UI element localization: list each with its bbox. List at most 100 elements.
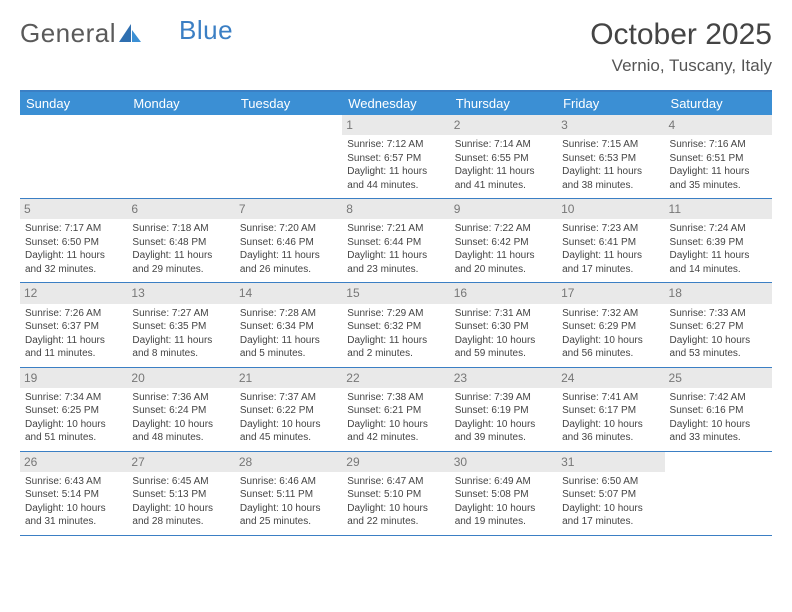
day-cell: 17Sunrise: 7:32 AMSunset: 6:29 PMDayligh… xyxy=(557,283,664,366)
day-cell: 8Sunrise: 7:21 AMSunset: 6:44 PMDaylight… xyxy=(342,199,449,282)
day-cell: 30Sunrise: 6:49 AMSunset: 5:08 PMDayligh… xyxy=(450,452,557,535)
brand-part1: General xyxy=(20,18,116,49)
week-row: 12Sunrise: 7:26 AMSunset: 6:37 PMDayligh… xyxy=(20,283,772,367)
brand-logo: General Blue xyxy=(20,18,233,49)
sunrise-text: Sunrise: 7:21 AM xyxy=(347,222,444,236)
dow-label: Saturday xyxy=(665,92,772,115)
sunset-text: Sunset: 6:16 PM xyxy=(670,404,767,418)
daylight-text: and 31 minutes. xyxy=(25,515,122,529)
sunset-text: Sunset: 6:37 PM xyxy=(25,320,122,334)
day-number: 23 xyxy=(450,368,557,388)
daylight-text: and 20 minutes. xyxy=(455,263,552,277)
sunrise-text: Sunrise: 6:49 AM xyxy=(455,475,552,489)
dow-label: Tuesday xyxy=(235,92,342,115)
daylight-text: Daylight: 10 hours xyxy=(562,334,659,348)
day-number: 25 xyxy=(665,368,772,388)
daylight-text: Daylight: 11 hours xyxy=(240,249,337,263)
daylight-text: Daylight: 10 hours xyxy=(347,502,444,516)
daylight-text: Daylight: 11 hours xyxy=(25,334,122,348)
sunset-text: Sunset: 6:35 PM xyxy=(132,320,229,334)
daylight-text: Daylight: 10 hours xyxy=(562,418,659,432)
location: Vernio, Tuscany, Italy xyxy=(590,56,772,76)
sunset-text: Sunset: 6:32 PM xyxy=(347,320,444,334)
daylight-text: and 41 minutes. xyxy=(455,179,552,193)
day-cell xyxy=(235,115,342,198)
daylight-text: Daylight: 10 hours xyxy=(132,418,229,432)
sunrise-text: Sunrise: 7:15 AM xyxy=(562,138,659,152)
sunrise-text: Sunrise: 7:33 AM xyxy=(670,307,767,321)
day-number: 17 xyxy=(557,283,664,303)
week-row: 5Sunrise: 7:17 AMSunset: 6:50 PMDaylight… xyxy=(20,199,772,283)
day-number: 28 xyxy=(235,452,342,472)
daylight-text: and 22 minutes. xyxy=(347,515,444,529)
sunset-text: Sunset: 6:27 PM xyxy=(670,320,767,334)
sunrise-text: Sunrise: 7:37 AM xyxy=(240,391,337,405)
daylight-text: and 39 minutes. xyxy=(455,431,552,445)
day-cell: 2Sunrise: 7:14 AMSunset: 6:55 PMDaylight… xyxy=(450,115,557,198)
day-number: 29 xyxy=(342,452,449,472)
daylight-text: and 14 minutes. xyxy=(670,263,767,277)
sunrise-text: Sunrise: 7:23 AM xyxy=(562,222,659,236)
sunrise-text: Sunrise: 7:31 AM xyxy=(455,307,552,321)
sunrise-text: Sunrise: 7:12 AM xyxy=(347,138,444,152)
daylight-text: Daylight: 10 hours xyxy=(670,418,767,432)
day-cell: 20Sunrise: 7:36 AMSunset: 6:24 PMDayligh… xyxy=(127,368,234,451)
sunset-text: Sunset: 6:44 PM xyxy=(347,236,444,250)
daylight-text: and 5 minutes. xyxy=(240,347,337,361)
sunset-text: Sunset: 6:55 PM xyxy=(455,152,552,166)
day-cell: 31Sunrise: 6:50 AMSunset: 5:07 PMDayligh… xyxy=(557,452,664,535)
day-number: 6 xyxy=(127,199,234,219)
day-cell: 28Sunrise: 6:46 AMSunset: 5:11 PMDayligh… xyxy=(235,452,342,535)
day-number: 5 xyxy=(20,199,127,219)
daylight-text: Daylight: 10 hours xyxy=(670,334,767,348)
daylight-text: and 28 minutes. xyxy=(132,515,229,529)
sunset-text: Sunset: 6:42 PM xyxy=(455,236,552,250)
calendar: SundayMondayTuesdayWednesdayThursdayFrid… xyxy=(20,90,772,536)
daylight-text: Daylight: 10 hours xyxy=(25,418,122,432)
month-title: October 2025 xyxy=(590,18,772,52)
day-cell xyxy=(665,452,772,535)
daylight-text: and 33 minutes. xyxy=(670,431,767,445)
sunrise-text: Sunrise: 7:27 AM xyxy=(132,307,229,321)
daylight-text: Daylight: 11 hours xyxy=(132,249,229,263)
daylight-text: Daylight: 10 hours xyxy=(455,334,552,348)
daylight-text: and 38 minutes. xyxy=(562,179,659,193)
sunrise-text: Sunrise: 6:43 AM xyxy=(25,475,122,489)
daylight-text: and 32 minutes. xyxy=(25,263,122,277)
daylight-text: Daylight: 10 hours xyxy=(455,418,552,432)
day-cell xyxy=(127,115,234,198)
day-cell: 21Sunrise: 7:37 AMSunset: 6:22 PMDayligh… xyxy=(235,368,342,451)
day-number: 24 xyxy=(557,368,664,388)
day-number: 18 xyxy=(665,283,772,303)
sunrise-text: Sunrise: 7:32 AM xyxy=(562,307,659,321)
day-cell: 15Sunrise: 7:29 AMSunset: 6:32 PMDayligh… xyxy=(342,283,449,366)
day-cell xyxy=(20,115,127,198)
daylight-text: Daylight: 10 hours xyxy=(455,502,552,516)
header: General Blue October 2025 Vernio, Tuscan… xyxy=(20,18,772,76)
daylight-text: and 56 minutes. xyxy=(562,347,659,361)
sunset-text: Sunset: 6:53 PM xyxy=(562,152,659,166)
day-cell: 23Sunrise: 7:39 AMSunset: 6:19 PMDayligh… xyxy=(450,368,557,451)
day-number: 2 xyxy=(450,115,557,135)
day-number: 9 xyxy=(450,199,557,219)
day-cell: 10Sunrise: 7:23 AMSunset: 6:41 PMDayligh… xyxy=(557,199,664,282)
sunrise-text: Sunrise: 6:46 AM xyxy=(240,475,337,489)
dow-label: Friday xyxy=(557,92,664,115)
sunrise-text: Sunrise: 7:28 AM xyxy=(240,307,337,321)
dow-label: Sunday xyxy=(20,92,127,115)
sunset-text: Sunset: 6:51 PM xyxy=(670,152,767,166)
sunset-text: Sunset: 6:46 PM xyxy=(240,236,337,250)
day-cell: 13Sunrise: 7:27 AMSunset: 6:35 PMDayligh… xyxy=(127,283,234,366)
daylight-text: Daylight: 11 hours xyxy=(347,334,444,348)
daylight-text: Daylight: 11 hours xyxy=(670,249,767,263)
daylight-text: Daylight: 11 hours xyxy=(240,334,337,348)
day-cell: 16Sunrise: 7:31 AMSunset: 6:30 PMDayligh… xyxy=(450,283,557,366)
brand-part2: Blue xyxy=(179,15,233,46)
day-number: 7 xyxy=(235,199,342,219)
day-cell: 29Sunrise: 6:47 AMSunset: 5:10 PMDayligh… xyxy=(342,452,449,535)
day-number: 16 xyxy=(450,283,557,303)
daylight-text: and 19 minutes. xyxy=(455,515,552,529)
day-cell: 1Sunrise: 7:12 AMSunset: 6:57 PMDaylight… xyxy=(342,115,449,198)
sunset-text: Sunset: 5:13 PM xyxy=(132,488,229,502)
daylight-text: Daylight: 11 hours xyxy=(25,249,122,263)
